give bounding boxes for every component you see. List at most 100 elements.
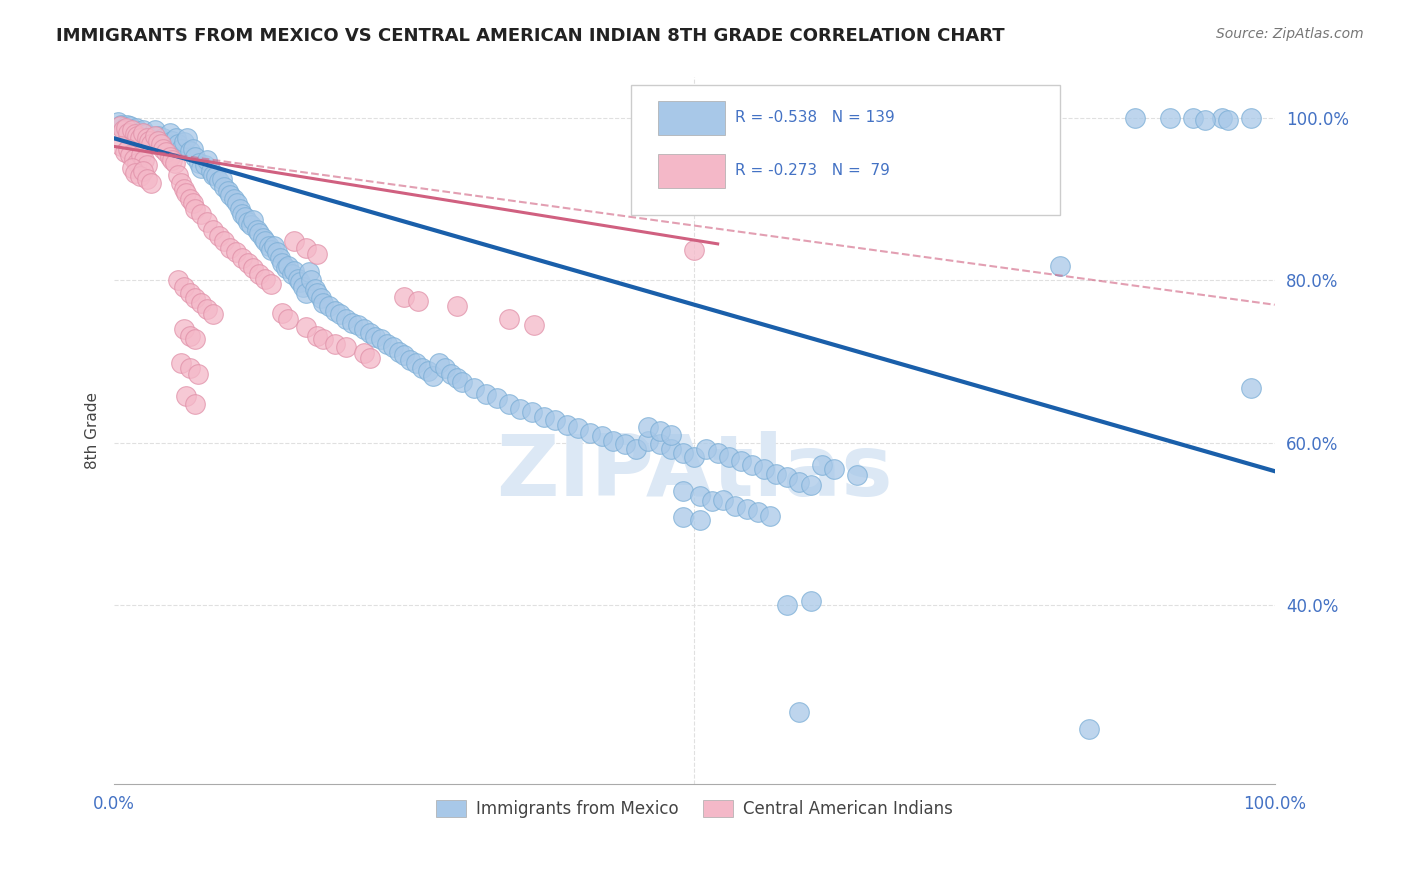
Point [155,145,177,160]
Point [353,322,375,336]
Point [266,244,288,259]
Y-axis label: 8th Grade: 8th Grade [86,392,100,469]
Point [648,424,671,438]
Point [195,301,218,316]
Point [173,182,195,196]
Point [509,401,531,416]
Point [405,356,427,370]
Point [228,202,250,216]
Point [226,196,249,211]
Point [141,176,163,190]
Point [735,502,758,516]
Point [242,212,264,227]
Point [544,413,567,427]
Point [246,223,269,237]
Point [307,247,329,261]
Point [811,458,834,473]
Point [329,308,352,322]
Text: R = -0.273   N =  79: R = -0.273 N = 79 [735,163,890,178]
Point [200,163,222,178]
Point [195,153,218,168]
Point [422,369,444,384]
Point [689,489,711,503]
Point [672,484,695,499]
Point [252,231,274,245]
Point [152,142,174,156]
Point [159,150,181,164]
Point [394,348,416,362]
Point [173,322,195,336]
Point [463,380,485,394]
Text: ZIPAtlas: ZIPAtlas [496,432,893,515]
Point [287,272,309,286]
Point [170,176,193,190]
Point [683,450,706,465]
Point [340,316,363,330]
Point [672,510,695,524]
Point [129,147,152,161]
Point [427,356,450,370]
Point [659,442,682,457]
Point [143,128,166,143]
Point [167,168,190,182]
Point [148,128,170,143]
Point [108,119,131,133]
Point [219,241,242,255]
Point [759,508,782,523]
Point [399,353,422,368]
Point [602,434,624,449]
Point [706,445,728,459]
Point [787,706,810,720]
Point [160,153,183,168]
Point [406,293,429,308]
Point [201,308,224,322]
Point [353,346,375,360]
Point [120,119,142,133]
Point [1240,111,1263,125]
Point [823,461,845,475]
Point [247,227,270,241]
Point [292,280,315,294]
Point [274,261,297,276]
Point [304,281,326,295]
Point [1049,259,1071,273]
Point [523,318,546,332]
Point [173,280,195,294]
Point [135,131,157,145]
Point [271,306,294,320]
Point [128,125,150,139]
Point [159,126,181,140]
Point [254,272,277,286]
Point [381,340,404,354]
Point [533,409,555,424]
Point [190,296,212,310]
Point [323,304,346,318]
Point [387,344,409,359]
Point [114,120,136,135]
Point [281,267,304,281]
Point [318,299,340,313]
Point [141,128,163,143]
Point [637,419,659,434]
Point [155,136,177,151]
Point [416,364,439,378]
Point [214,180,236,194]
Point [724,499,747,513]
Point [115,118,138,132]
Point [179,192,201,206]
Text: Source: ZipAtlas.com: Source: ZipAtlas.com [1216,27,1364,41]
Point [187,155,209,169]
Point [433,361,456,376]
Point [134,153,156,168]
Point [110,139,132,153]
Point [411,361,433,376]
Point [312,296,335,310]
Point [309,291,332,305]
Point [128,131,150,145]
Point [208,228,231,243]
Point [184,291,207,305]
Point [283,263,305,277]
FancyBboxPatch shape [658,154,724,187]
Point [626,442,648,457]
Point [364,330,387,344]
